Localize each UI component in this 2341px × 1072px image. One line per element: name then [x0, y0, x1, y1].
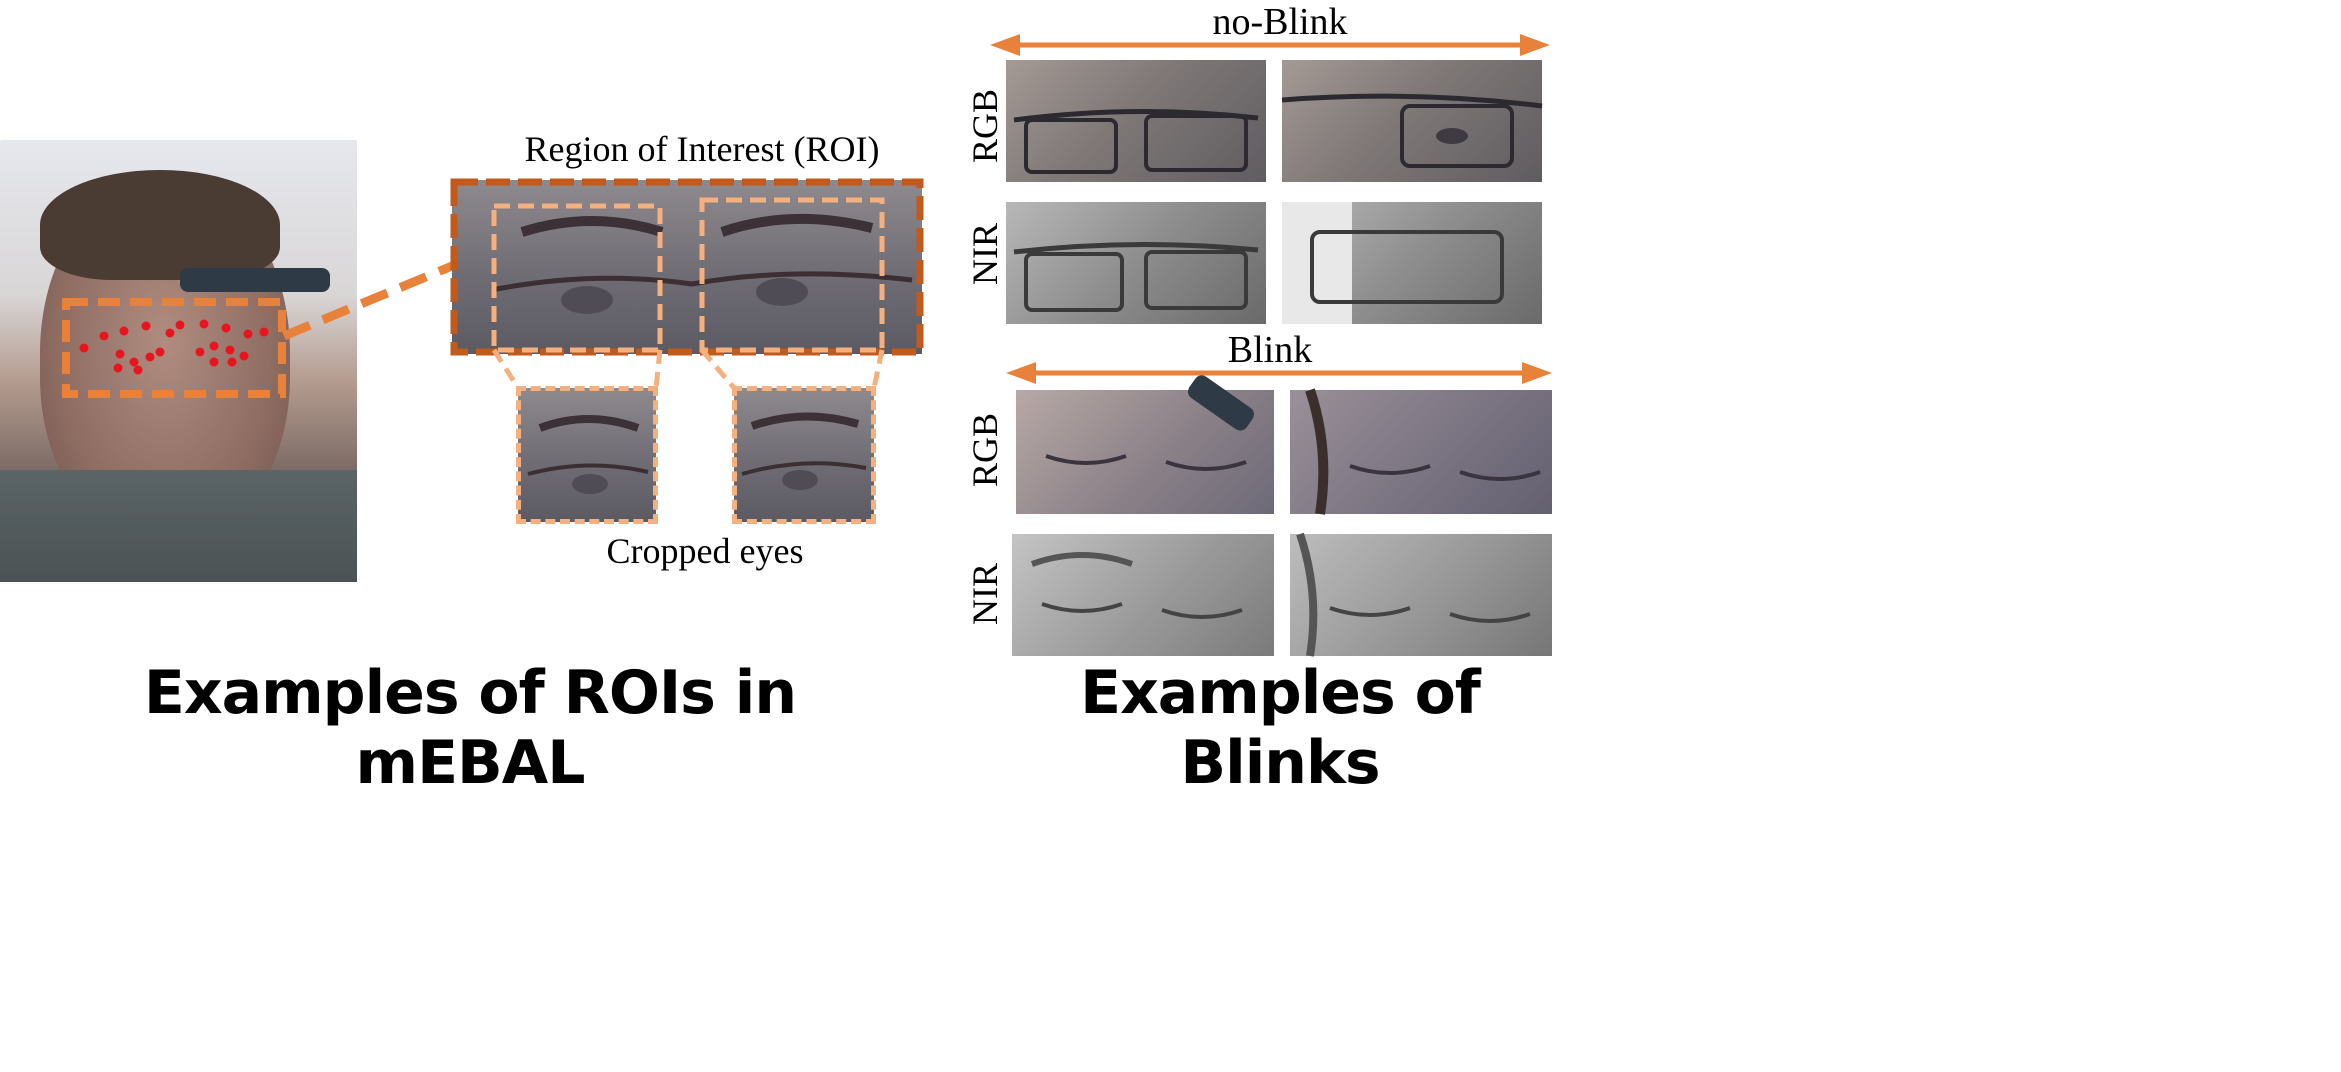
no-blink-label: no-Blink — [1212, 1, 1348, 43]
blink-rgb-1 — [1016, 375, 1274, 514]
row-label-nir-bottom: NIR — [965, 563, 1005, 625]
right-figure-caption: Examples of Blinks — [1080, 658, 1481, 798]
shirt-shape — [0, 470, 357, 582]
blink-arrow — [1006, 362, 1552, 384]
cropped-right-eye — [732, 386, 876, 524]
no-blink-rgb-1 — [1006, 60, 1266, 182]
row-label-rgb-bottom: RGB — [965, 412, 1005, 488]
roi-label: Region of Interest (ROI) — [524, 129, 880, 169]
left-eye-connector-b — [653, 349, 663, 389]
eeg-headband — [180, 268, 330, 292]
cropped-left-eye — [516, 386, 658, 524]
blink-nir-1 — [1012, 534, 1274, 656]
hair-shape — [40, 170, 280, 280]
row-label-rgb-top: RGB — [965, 88, 1005, 164]
roi-glasses-sketch — [491, 213, 913, 314]
left-eye-connector-a — [491, 348, 521, 390]
blink-nir-2 — [1290, 532, 1552, 657]
row-label-nir-top: NIR — [965, 223, 1005, 285]
no-blink-nir-2 — [1282, 202, 1542, 324]
blink-label: Blink — [1227, 329, 1313, 371]
left-figure-caption: Examples of ROIs in mEBAL — [143, 658, 797, 798]
blink-rgb-2 — [1290, 388, 1552, 515]
no-blink-nir-1 — [1006, 202, 1266, 324]
no-blink-arrow — [990, 34, 1550, 56]
cropped-eyes-label: Cropped eyes — [606, 531, 804, 571]
subject-face-photo — [0, 140, 357, 582]
right-eye-connector-a — [700, 348, 736, 390]
no-blink-rgb-2 — [1281, 60, 1543, 182]
right-eye-connector-b — [871, 349, 885, 389]
roi-image — [452, 180, 922, 354]
